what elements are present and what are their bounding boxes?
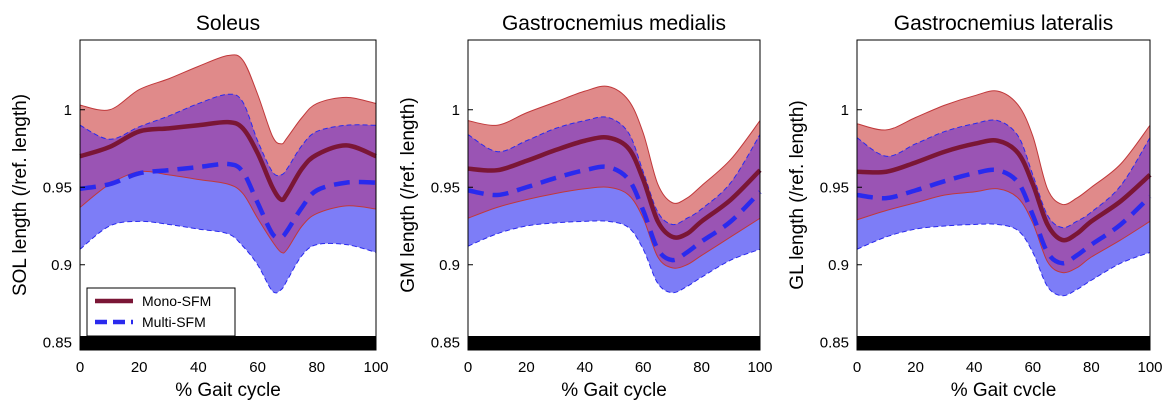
x-tick-label: 0 — [853, 359, 861, 376]
panel-3: 0.85 0.9 0.95 1 0 20 40 60 80 100 Gastrocnemius la… — [787, 12, 1163, 401]
x-tick-label: 20 — [131, 359, 148, 376]
legend: Mono-SFM Multi-SFM — [86, 287, 236, 337]
x-tick-label: 100 — [747, 359, 772, 376]
x-tick-label: 80 — [308, 359, 325, 376]
multi-sfm-line — [79, 161, 377, 240]
y-tick-label: 0.85 — [820, 334, 849, 351]
mono-band-upper-edge — [467, 85, 761, 204]
mono-band-upper-edge — [79, 54, 377, 145]
x-axis-label: % Gait cycle — [175, 380, 281, 401]
stance-bar — [80, 336, 376, 350]
x-tick-label: 60 — [635, 359, 652, 376]
x-axis-label: % Gait cvcle — [951, 380, 1057, 401]
x-tick-label: 100 — [363, 359, 388, 376]
x-tick-label: 40 — [966, 359, 983, 376]
y-tick-label: 1 — [64, 102, 72, 119]
panel-title: Gastrocnemius medialis — [502, 12, 726, 35]
y-tick-label: 0.85 — [43, 334, 72, 351]
multi-band-upper-edge — [856, 119, 1151, 229]
x-tick-label: 60 — [1024, 359, 1041, 376]
stance-bar — [857, 336, 1150, 350]
multi-sfm-line — [856, 167, 1152, 266]
stance-bar — [468, 336, 760, 350]
y-tick-label: 0.9 — [828, 257, 849, 274]
panel-1: 0.85 0.9 0.95 1 0 20 40 60 80 100 Soleus % Gait cyc… — [10, 12, 389, 401]
multi-band-upper-edge — [79, 93, 377, 177]
axes-frame — [79, 39, 377, 351]
axes-frame — [856, 39, 1151, 351]
x-tick-label: 20 — [518, 359, 535, 376]
multi-band-upper-edge — [467, 116, 761, 226]
legend-mono-label: Mono-SFM — [142, 293, 211, 309]
y-tick-label: 0.95 — [431, 179, 460, 196]
x-tick-label: 0 — [464, 359, 472, 376]
y-tick-label: 1 — [841, 102, 849, 119]
x-tick-label: 40 — [576, 359, 593, 376]
panel-2: 0.85 0.9 0.95 1 0 20 40 60 80 100 Gastrocnemius me… — [398, 12, 773, 401]
legend-multi-label: Multi-SFM — [142, 314, 206, 330]
multi-band-lower-edge — [79, 220, 377, 294]
x-tick-label: 100 — [1137, 359, 1162, 376]
y-tick-label: 0.95 — [43, 179, 72, 196]
mono-sfm-line — [467, 135, 762, 240]
mono-band-lower-edge — [467, 186, 761, 269]
y-axis-label: GL length (/ref. length) — [787, 100, 808, 289]
x-tick-label: 80 — [693, 359, 710, 376]
mono-band-lower-edge — [856, 188, 1151, 274]
mono-band-lower-edge — [79, 170, 377, 254]
y-axis-label: SOL length (/ref. length) — [10, 94, 31, 296]
multi-band-lower-edge — [856, 223, 1151, 297]
x-tick-label: 40 — [190, 359, 207, 376]
x-tick-label: 20 — [907, 359, 924, 376]
x-axis-label: % Gait cycle — [561, 380, 667, 401]
panel-title: Soleus — [196, 12, 260, 35]
legend-box — [86, 287, 236, 337]
y-axis-label: GM length (/ref. length) — [398, 97, 419, 292]
multi-sfm-line — [467, 164, 762, 263]
y-tick-label: 0.9 — [439, 257, 460, 274]
multi-band-lower-edge — [467, 220, 761, 294]
panel-title: Gastrocnemius lateralis — [894, 12, 1113, 35]
mono-sfm-line — [856, 138, 1152, 243]
mono-sfm-line — [79, 119, 377, 203]
axes-frame — [467, 39, 761, 351]
y-tick-label: 0.85 — [431, 334, 460, 351]
y-tick-label: 1 — [452, 102, 460, 119]
x-tick-label: 60 — [249, 359, 266, 376]
x-tick-label: 0 — [76, 359, 84, 376]
y-tick-label: 0.9 — [51, 257, 72, 274]
mono-band-upper-edge — [856, 90, 1151, 206]
x-tick-label: 80 — [1083, 359, 1100, 376]
y-tick-label: 0.95 — [820, 179, 849, 196]
